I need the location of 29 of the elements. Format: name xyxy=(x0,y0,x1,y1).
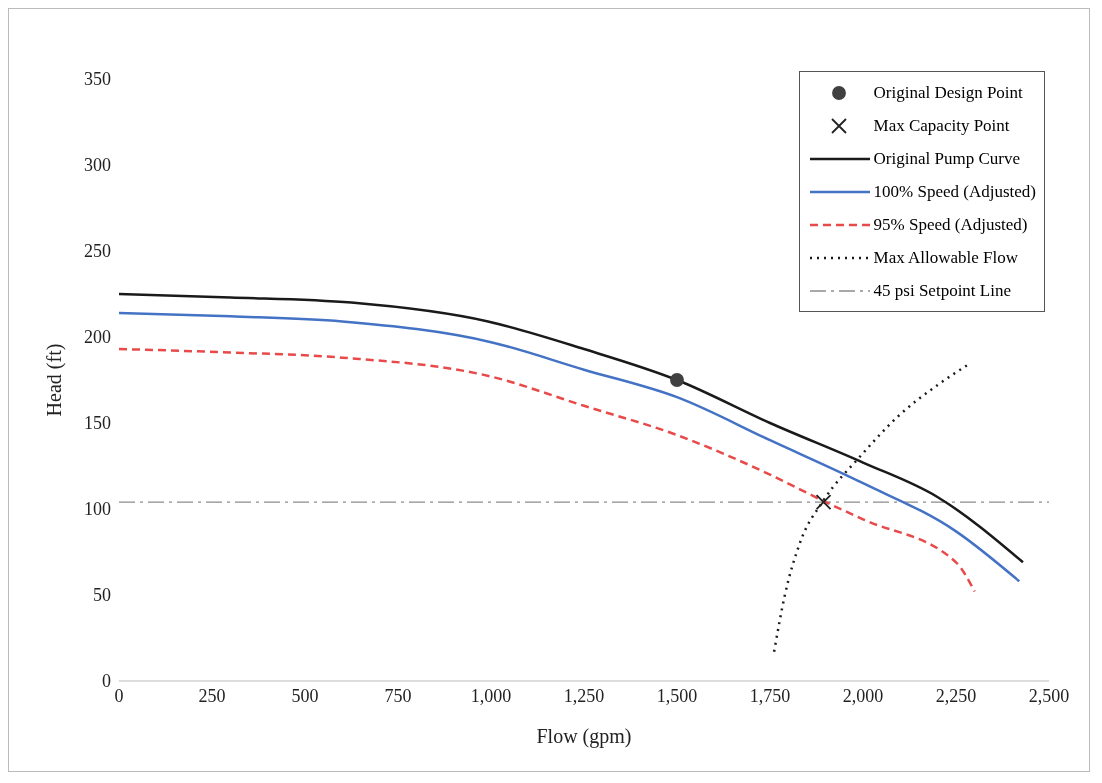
legend-label: Max Allowable Flow xyxy=(873,247,1019,268)
x-tick-label: 1,250 xyxy=(563,685,605,706)
legend-label: Original Pump Curve xyxy=(873,148,1020,169)
y-tick-label: 250 xyxy=(84,241,111,262)
x-tick-label: 750 xyxy=(384,685,412,706)
y-tick-label: 150 xyxy=(84,413,111,434)
legend-label: Max Capacity Point xyxy=(873,115,1010,136)
line-series xyxy=(119,347,976,593)
x-tick-label: 2,500 xyxy=(1028,685,1070,706)
x-axis-title: Flow (gpm) xyxy=(536,725,632,748)
x-tick-label: 250 xyxy=(198,685,226,706)
legend-label: 100% Speed (Adjusted) xyxy=(873,181,1036,202)
y-tick-label: 0 xyxy=(102,671,111,692)
y-axis-title: Head (ft) xyxy=(43,343,67,417)
y-tick-label: 350 xyxy=(84,69,111,90)
y-tick-label: 50 xyxy=(93,585,111,606)
x-tick-label: 1,750 xyxy=(749,685,791,706)
x-tick-label: 1,000 xyxy=(470,685,512,706)
y-tick-label: 100 xyxy=(84,499,111,520)
y-tick-label: 300 xyxy=(84,155,111,176)
legend-label: 45 psi Setpoint Line xyxy=(873,280,1011,301)
y-tick-label: 200 xyxy=(84,327,111,348)
x-tick-label: 1,500 xyxy=(656,685,698,706)
x-tick-label: 2,000 xyxy=(842,685,884,706)
legend-label: 95% Speed (Adjusted) xyxy=(873,214,1028,235)
x-tick-label: 500 xyxy=(291,685,319,706)
x-tick-label: 0 xyxy=(114,685,124,706)
legend-label: Original Design Point xyxy=(873,82,1023,103)
x-tick-label: 2,250 xyxy=(935,685,977,706)
